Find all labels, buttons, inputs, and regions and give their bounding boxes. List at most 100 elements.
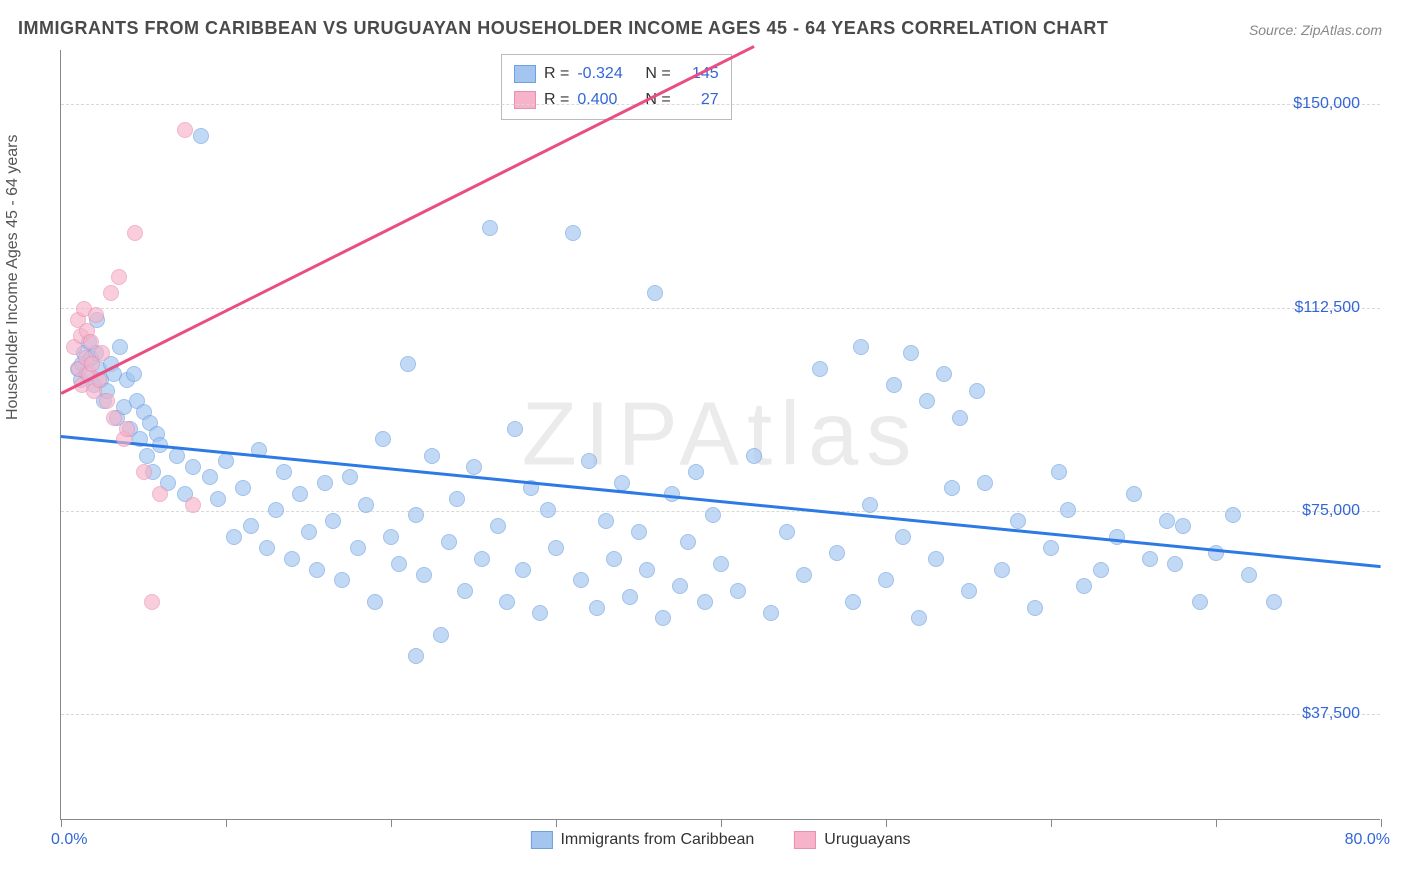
data-point	[928, 551, 944, 567]
data-point	[226, 529, 242, 545]
data-point	[383, 529, 399, 545]
data-point	[94, 345, 110, 361]
data-point	[400, 356, 416, 372]
n-label: N =	[645, 65, 670, 83]
data-point	[532, 605, 548, 621]
data-point	[317, 475, 333, 491]
data-point	[1192, 594, 1208, 610]
data-point	[705, 507, 721, 523]
data-point	[540, 502, 556, 518]
data-point	[598, 513, 614, 529]
data-point	[1266, 594, 1282, 610]
legend-swatch	[530, 831, 552, 849]
data-point	[185, 459, 201, 475]
gridline	[61, 104, 1380, 105]
gridline	[61, 308, 1380, 309]
data-point	[639, 562, 655, 578]
data-point	[449, 491, 465, 507]
legend-item: Immigrants from Caribbean	[530, 831, 754, 849]
data-point	[482, 220, 498, 236]
data-point	[688, 464, 704, 480]
data-point	[845, 594, 861, 610]
y-axis-label: Householder Income Ages 45 - 64 years	[4, 135, 22, 421]
legend-row: R =-0.324N =145	[514, 61, 719, 87]
x-tick	[721, 819, 722, 827]
data-point	[284, 551, 300, 567]
data-point	[763, 605, 779, 621]
data-point	[309, 562, 325, 578]
y-tick-label: $37,500	[1302, 705, 1360, 723]
legend-label: Uruguayans	[824, 831, 910, 849]
legend-swatch	[794, 831, 816, 849]
data-point	[655, 610, 671, 626]
data-point	[111, 269, 127, 285]
data-point	[862, 497, 878, 513]
data-point	[977, 475, 993, 491]
data-point	[895, 529, 911, 545]
data-point	[112, 339, 128, 355]
data-point	[193, 128, 209, 144]
legend-swatch	[514, 91, 536, 109]
data-point	[680, 534, 696, 550]
data-point	[903, 345, 919, 361]
data-point	[416, 567, 432, 583]
data-point	[127, 225, 143, 241]
data-point	[139, 448, 155, 464]
data-point	[433, 627, 449, 643]
data-point	[1241, 567, 1257, 583]
r-label: R =	[544, 65, 569, 83]
y-tick-label: $150,000	[1293, 95, 1360, 113]
data-point	[457, 583, 473, 599]
r-value: -0.324	[577, 65, 637, 83]
data-point	[515, 562, 531, 578]
data-point	[408, 507, 424, 523]
x-tick	[1381, 819, 1382, 827]
data-point	[301, 524, 317, 540]
data-point	[144, 594, 160, 610]
x-tick	[226, 819, 227, 827]
data-point	[367, 594, 383, 610]
data-point	[746, 448, 762, 464]
legend-row: R =0.400N =27	[514, 87, 719, 113]
data-point	[614, 475, 630, 491]
data-point	[103, 285, 119, 301]
data-point	[358, 497, 374, 513]
data-point	[853, 339, 869, 355]
data-point	[565, 225, 581, 241]
data-point	[697, 594, 713, 610]
legend-label: Immigrants from Caribbean	[560, 831, 754, 849]
data-point	[1076, 578, 1092, 594]
data-point	[136, 464, 152, 480]
data-point	[1126, 486, 1142, 502]
trend-line	[60, 45, 754, 394]
legend-swatch	[514, 65, 536, 83]
data-point	[490, 518, 506, 534]
gridline	[61, 714, 1380, 715]
data-point	[292, 486, 308, 502]
data-point	[152, 486, 168, 502]
data-point	[961, 583, 977, 599]
data-point	[507, 421, 523, 437]
data-point	[202, 469, 218, 485]
data-point	[994, 562, 1010, 578]
data-point	[235, 480, 251, 496]
data-point	[424, 448, 440, 464]
data-point	[548, 540, 564, 556]
data-point	[952, 410, 968, 426]
data-point	[779, 524, 795, 540]
data-point	[334, 572, 350, 588]
data-point	[969, 383, 985, 399]
data-point	[325, 513, 341, 529]
data-point	[936, 366, 952, 382]
data-point	[119, 421, 135, 437]
correlation-chart: IMMIGRANTS FROM CARIBBEAN VS URUGUAYAN H…	[0, 0, 1406, 892]
data-point	[466, 459, 482, 475]
x-tick	[556, 819, 557, 827]
x-tick	[1216, 819, 1217, 827]
chart-title: IMMIGRANTS FROM CARIBBEAN VS URUGUAYAN H…	[18, 18, 1108, 39]
data-point	[581, 453, 597, 469]
data-point	[99, 393, 115, 409]
data-point	[1159, 513, 1175, 529]
data-point	[1051, 464, 1067, 480]
data-point	[268, 502, 284, 518]
